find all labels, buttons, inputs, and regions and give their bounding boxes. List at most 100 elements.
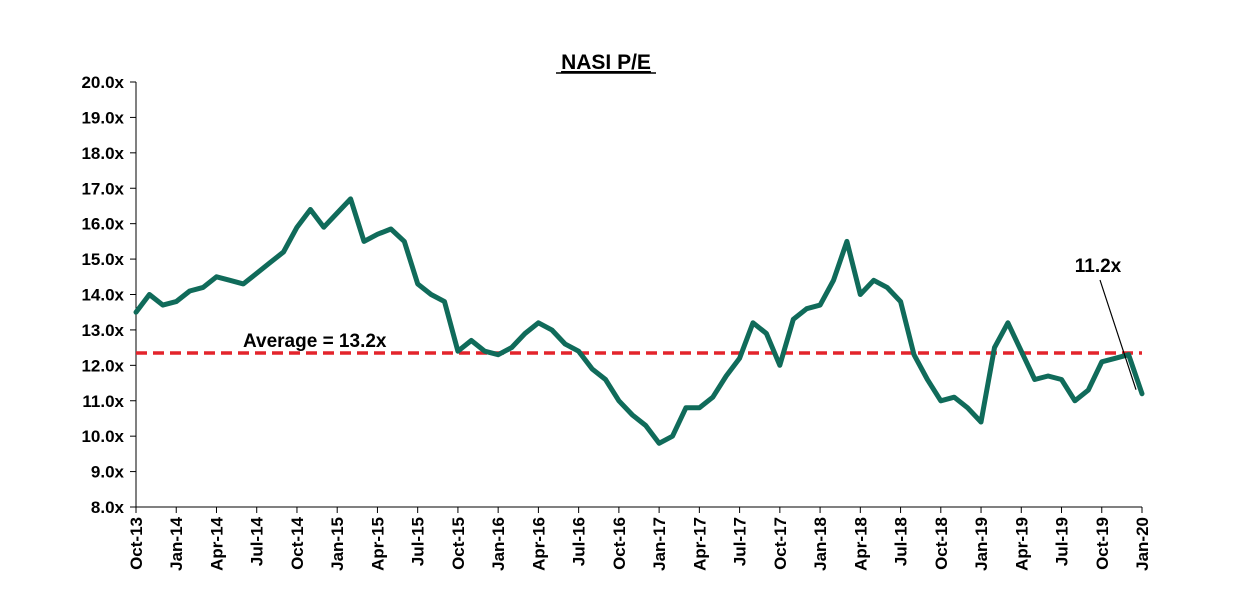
x-tick-label: Jan-18: [811, 517, 830, 571]
data-point: [739, 358, 740, 359]
y-tick-label: 17.0x: [81, 179, 124, 198]
data-point: [954, 397, 955, 398]
x-tick-label: Jan-15: [328, 517, 347, 571]
data-point: [967, 407, 968, 408]
data-point: [457, 351, 458, 352]
average-label: Average = 13.2x: [243, 331, 387, 352]
y-tick-label: 10.0x: [81, 427, 124, 446]
x-tick-label: Jul-16: [570, 517, 589, 566]
x-tick-label: Jul-14: [248, 516, 267, 566]
data-point: [216, 276, 217, 277]
data-point: [726, 376, 727, 377]
x-tick-label: Jan-20: [1133, 517, 1152, 571]
data-point: [551, 329, 552, 330]
average-line-group: Average = 13.2x: [136, 331, 1142, 355]
x-tick-label: Apr-16: [529, 517, 548, 571]
data-point: [672, 436, 673, 437]
x-tick-label: Apr-15: [368, 517, 387, 571]
x-tick-label: Oct-15: [449, 517, 468, 570]
data-point: [310, 209, 311, 210]
data-point: [350, 198, 351, 199]
y-tick-label: 16.0x: [81, 215, 124, 234]
data-point: [538, 322, 539, 323]
data-point: [860, 294, 861, 295]
y-tick-label: 15.0x: [81, 250, 124, 269]
x-tick-label: Jul-19: [1053, 517, 1072, 566]
data-point: [203, 287, 204, 288]
data-point: [1128, 354, 1129, 355]
data-point: [645, 425, 646, 426]
series-line-0: [133, 196, 1145, 446]
data-point: [149, 294, 150, 295]
y-tick-label: 12.0x: [81, 356, 124, 375]
data-point: [900, 301, 901, 302]
data-point: [578, 351, 579, 352]
x-tick-label: Jul-18: [892, 517, 911, 566]
x-tick-label: Jan-14: [167, 516, 186, 570]
y-tick-label: 8.0x: [91, 498, 125, 517]
data-point: [431, 294, 432, 295]
data-point: [390, 229, 391, 230]
data-point: [337, 213, 338, 214]
data-point: [1021, 351, 1022, 352]
data-point: [927, 379, 928, 380]
data-point: [753, 322, 754, 323]
data-point: [632, 414, 633, 415]
data-point: [417, 283, 418, 284]
data-point: [766, 333, 767, 334]
data-point: [1034, 379, 1035, 380]
data-point: [605, 379, 606, 380]
x-tick-label: Oct-18: [932, 517, 951, 570]
x-tick-label: Oct-17: [771, 517, 790, 570]
data-point: [1074, 400, 1075, 401]
annotation-label: 11.2x: [1075, 256, 1122, 277]
data-point: [1048, 376, 1049, 377]
x-tick-label: Jul-15: [409, 517, 428, 566]
data-point: [914, 354, 915, 355]
data-point: [618, 400, 619, 401]
annotation-group: 11.2x: [1075, 256, 1137, 390]
y-axis: 8.0x 9.0x 10.0x 11.0x 12.0x 13.0x 14.0x 15.0x 16…: [81, 73, 137, 517]
data-point: [1007, 322, 1008, 323]
data-point: [377, 234, 378, 235]
data-point: [176, 301, 177, 302]
data-point: [887, 287, 888, 288]
data-point: [793, 319, 794, 320]
data-point: [712, 397, 713, 398]
data-point: [444, 301, 445, 302]
y-tick-label: 9.0x: [91, 463, 125, 482]
data-point: [525, 333, 526, 334]
x-tick-label: Jan-17: [650, 517, 669, 571]
chart-title: NASI P/E: [561, 51, 651, 74]
x-tick-label: Apr-17: [690, 517, 709, 571]
data-point: [256, 273, 257, 274]
x-axis: Oct-13 Jan-14 Apr-14 Jul-14 Oct-14 Jan-15 Apr-…: [127, 506, 1152, 571]
y-tick-label: 14.0x: [81, 286, 124, 305]
x-tick-label: Oct-19: [1093, 517, 1112, 570]
data-point: [994, 347, 995, 348]
data-point: [592, 368, 593, 369]
data-point: [1088, 390, 1089, 391]
x-tick-label: Apr-14: [207, 516, 226, 570]
data-point: [364, 241, 365, 242]
data-point: [471, 340, 472, 341]
y-tick-label: 20.0x: [81, 73, 124, 92]
y-tick-label: 13.0x: [81, 321, 124, 340]
data-point: [1142, 393, 1143, 394]
data-point: [1115, 358, 1116, 359]
data-point: [1101, 361, 1102, 362]
data-point: [685, 407, 686, 408]
data-point: [229, 280, 230, 281]
data-point: [484, 351, 485, 352]
data-point: [981, 422, 982, 423]
data-point: [404, 241, 405, 242]
data-point: [189, 291, 190, 292]
series-group: [133, 196, 1145, 446]
data-point: [323, 227, 324, 228]
data-point: [498, 354, 499, 355]
data-point: [270, 262, 271, 263]
x-tick-label: Apr-19: [1012, 517, 1031, 571]
data-point: [136, 312, 137, 313]
x-tick-label: Oct-13: [127, 517, 146, 570]
